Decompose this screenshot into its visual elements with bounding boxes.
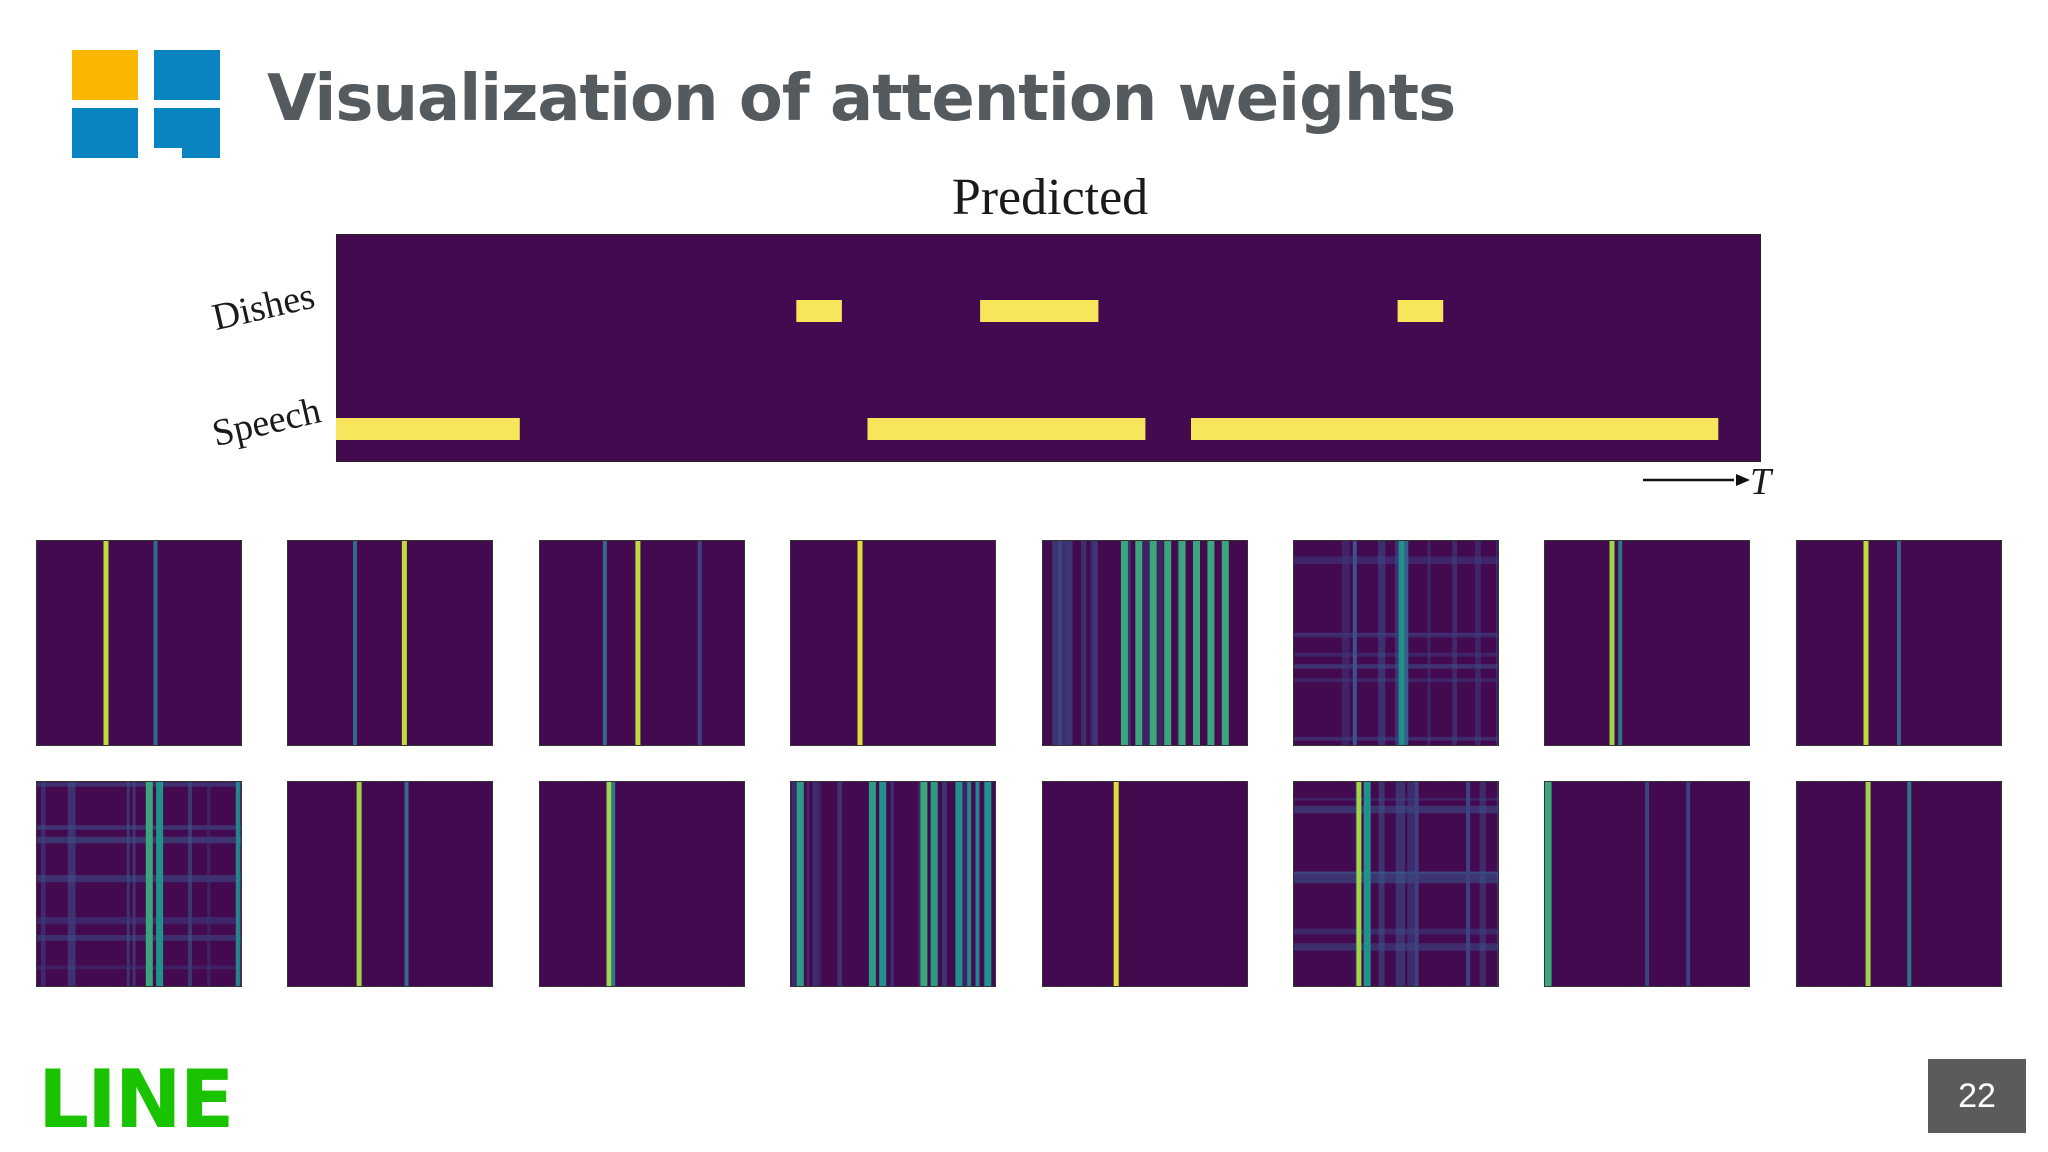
row-label-dishes: Dishes [208, 274, 319, 340]
attention-panel-11 [539, 781, 745, 987]
attention-panel-9 [36, 781, 242, 987]
attention-stripe [1149, 540, 1157, 746]
attention-stripe [930, 781, 938, 987]
attention-stripe [868, 781, 876, 987]
attention-panel-12 [790, 781, 996, 987]
attention-stripe [975, 781, 980, 987]
segment-dishes-2 [980, 300, 1099, 322]
attention-stripe [697, 540, 702, 746]
attention-panel-10 [287, 781, 493, 987]
attention-panel-16 [1796, 781, 2002, 987]
predicted-heatmap [336, 234, 1761, 462]
attention-stripe [356, 781, 362, 987]
windows-logo-icon [72, 50, 220, 158]
attention-stripe [1363, 781, 1371, 987]
attention-stripe [1352, 540, 1357, 746]
attention-stripe [1897, 540, 1901, 746]
attention-stripe [602, 540, 607, 746]
attention-stripe [1618, 540, 1623, 746]
attention-stripe [1865, 781, 1871, 987]
attention-panel-3 [539, 540, 745, 746]
attention-panel-15 [1544, 781, 1750, 987]
attention-stripe [401, 540, 407, 746]
attention-stripe [967, 781, 972, 987]
attention-stripe [1609, 540, 1615, 746]
attention-stripe [1135, 540, 1143, 746]
attention-stripe [857, 540, 863, 746]
attention-stripe [1466, 781, 1471, 987]
attention-panel-8 [1796, 540, 2002, 746]
attention-stripe [1207, 540, 1215, 746]
attention-panel-5 [1042, 540, 1248, 746]
attention-stripe [635, 540, 641, 746]
row-label-speech: Speech [208, 389, 325, 456]
segment-speech-3 [1191, 418, 1719, 440]
attention-panel-7 [1544, 540, 1750, 746]
attention-stripe [103, 540, 109, 746]
attention-stripe [879, 781, 887, 987]
x-axis-label: T [1750, 461, 1772, 503]
attention-stripe [1907, 781, 1912, 987]
attention-stripe [145, 781, 153, 987]
attention-panel-14 [1293, 781, 1499, 987]
attention-stripe [1686, 781, 1691, 987]
attention-stripe [611, 781, 616, 987]
attention-stripe [1414, 781, 1419, 987]
attention-stripe [1164, 540, 1172, 746]
attention-stripe [1404, 540, 1409, 746]
attention-stripe [1356, 781, 1362, 987]
attention-stripe [1398, 540, 1406, 746]
attention-stripe [606, 781, 612, 987]
segment-speech-2 [867, 418, 1146, 440]
attention-panel-13 [1042, 781, 1248, 987]
attention-stripe [920, 781, 928, 987]
segment-speech-1 [336, 418, 520, 440]
attention-stripe [156, 781, 164, 987]
attention-stripe [955, 781, 963, 987]
attention-stripe [1178, 540, 1186, 746]
attention-stripe [1113, 781, 1119, 987]
attention-stripe [1645, 781, 1649, 987]
line-brand-logo: LINE [38, 1053, 234, 1146]
page-number: 22 [1928, 1059, 2026, 1133]
slide-title: Visualization of attention weights [267, 62, 1456, 136]
attention-stripe [1863, 540, 1869, 746]
chart-title: Predicted [951, 169, 1149, 226]
attention-stripe [353, 540, 357, 746]
attention-stripe [1120, 540, 1128, 746]
attention-panel-1 [36, 540, 242, 746]
attention-stripe [1544, 781, 1552, 987]
attention-stripe [1221, 540, 1229, 746]
segment-dishes-1 [796, 300, 842, 322]
segment-dishes-3 [1397, 300, 1444, 322]
attention-stripe [404, 781, 409, 987]
attention-stripe [984, 781, 992, 987]
attention-stripe [796, 781, 804, 987]
attention-panel-4 [790, 540, 996, 746]
predicted-title-row: Predicted [0, 168, 2048, 228]
attention-stripe [1193, 540, 1200, 746]
attention-panel-6 [1293, 540, 1499, 746]
attention-stripe [235, 781, 240, 987]
time-arrow-icon [1643, 474, 1750, 486]
attention-panel-2 [287, 540, 493, 746]
attention-stripe [153, 540, 158, 746]
